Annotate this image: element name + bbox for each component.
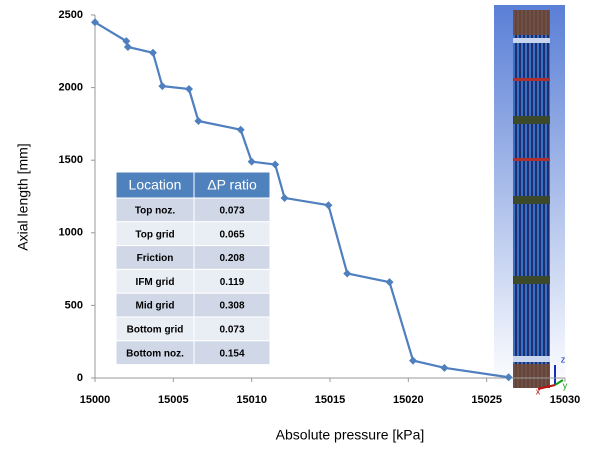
x-tick-label: 15000	[80, 394, 111, 406]
x-tick-label: 15025	[471, 394, 502, 406]
data-point	[185, 85, 193, 93]
table-cell-text: Mid grid	[136, 301, 175, 312]
table-cell-text: 0.073	[219, 206, 244, 217]
y-axis-label: Axial length [mm]	[15, 143, 31, 250]
data-point	[248, 158, 256, 166]
x-tick-label: 15015	[315, 394, 346, 406]
x-tick-label: 15005	[158, 394, 189, 406]
table-cell-text: 0.065	[219, 229, 244, 240]
chart: 0 500 1000 1500 2000 2500 15000 15005 15010 15015…	[0, 0, 593, 449]
table: Location ΔP ratio Top noz. 0.073 Top grid 0.0…	[116, 172, 270, 365]
x-axis-label: Absolute pressure [kPa]	[276, 427, 425, 443]
data-point	[324, 201, 332, 209]
table-cell-text: 0.073	[219, 325, 244, 336]
data-point	[440, 364, 448, 372]
table-cell-text: Bottom grid	[127, 325, 184, 336]
triad-label: y	[563, 380, 568, 390]
table-header: ΔP ratio	[207, 177, 257, 193]
x-tick-label: 15020	[393, 394, 424, 406]
data-point	[158, 82, 166, 90]
data-point	[281, 194, 289, 202]
y-tick-label: 500	[65, 299, 83, 311]
table-cell-text: Top grid	[135, 229, 174, 240]
data-point	[237, 126, 245, 134]
table-cell-text: 0.154	[219, 348, 244, 359]
table-cell-text: Top noz.	[135, 206, 176, 217]
data-point	[149, 49, 157, 57]
table-header: Location	[129, 177, 182, 193]
data-point	[124, 43, 132, 51]
data-point	[271, 161, 279, 169]
data-point	[386, 278, 394, 286]
data-point	[409, 357, 417, 365]
y-tick-label: 2000	[59, 82, 83, 94]
x-tick-label: 15010	[236, 394, 267, 406]
y-tick-label: 2500	[59, 9, 83, 21]
y-tick-label: 1000	[59, 227, 83, 239]
triad-label: x	[536, 386, 541, 396]
y-tick-label: 0	[77, 372, 83, 384]
data-point	[343, 269, 351, 277]
table-cell-text: 0.208	[219, 253, 244, 264]
data-point	[194, 117, 202, 125]
assembly-image	[494, 5, 565, 389]
y-tick-label: 1500	[59, 154, 83, 166]
table-cell-text: 0.308	[219, 301, 244, 312]
table-cell-text: Friction	[137, 253, 174, 264]
table-cell-text: IFM grid	[136, 277, 175, 288]
table-cell-text: Bottom noz.	[126, 348, 184, 359]
table-cell-text: 0.119	[220, 277, 245, 288]
x-tick-label: 15030	[550, 394, 581, 406]
triad-label: z	[561, 354, 566, 364]
